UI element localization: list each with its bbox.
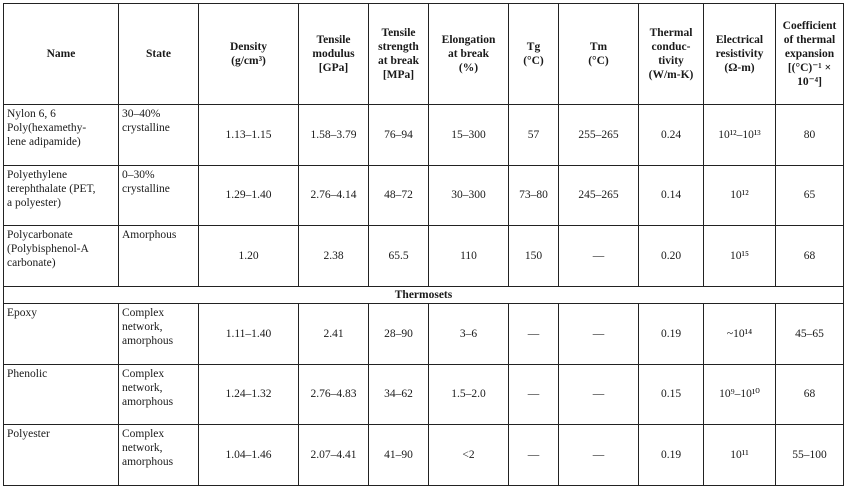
header-name: Name: [3, 3, 119, 105]
table-row: Polyester Complex network, amorphous 1.0…: [3, 424, 844, 486]
cell-density: 1.20: [198, 225, 299, 287]
cell-tensile-modulus: 1.58–3.79: [298, 104, 369, 166]
cell-thermal-expansion: 68: [775, 363, 844, 426]
cell-electrical-resistivity: ~10¹⁴: [703, 302, 776, 365]
table-row: Phenolic Complex network, amorphous 1.24…: [3, 363, 844, 426]
cell-electrical-resistivity: 10¹¹: [703, 424, 776, 486]
section-label-thermosets: Thermosets: [3, 285, 844, 304]
row-name: Epoxy: [3, 302, 119, 365]
cell-thermal-conductivity: 0.20: [638, 225, 704, 287]
cell-tensile-modulus: 2.76–4.14: [298, 164, 369, 227]
table-row: Polycarbonate (Polybisphenol-A carbonate…: [3, 225, 844, 287]
cell-tg: 150: [508, 225, 559, 287]
cell-thermal-conductivity: 0.14: [638, 164, 704, 227]
cell-tg: 73–80: [508, 164, 559, 227]
cell-thermal-conductivity: 0.24: [638, 104, 704, 166]
header-density: Density (g/cm³): [198, 3, 299, 105]
row-state: Complex network, amorphous: [118, 424, 199, 486]
header-thermal-expansion: Coefficient of thermal expansion [(°C)⁻¹…: [775, 3, 844, 105]
cell-thermal-expansion: 45–65: [775, 302, 844, 365]
cell-tg: 57: [508, 104, 559, 166]
cell-density: 1.04–1.46: [198, 424, 299, 486]
cell-thermal-expansion: 65: [775, 164, 844, 227]
cell-tm: 255–265: [558, 104, 639, 166]
header-elongation: Elongation at break (%): [428, 3, 509, 105]
table-row: Epoxy Complex network, amorphous 1.11–1.…: [3, 302, 844, 365]
row-name: Polycarbonate (Polybisphenol-A carbonate…: [3, 225, 119, 287]
cell-tensile-strength: 76–94: [368, 104, 429, 166]
cell-tg: —: [508, 302, 559, 365]
polymer-properties-table: Name State Density (g/cm³) Tensile modul…: [3, 3, 844, 486]
header-electrical-resistivity: Electrical resistivity (Ω-m): [703, 3, 776, 105]
header-tm: Tm (°C): [558, 3, 639, 105]
row-name: Polyester: [3, 424, 119, 486]
cell-density: 1.29–1.40: [198, 164, 299, 227]
cell-thermal-expansion: 80: [775, 104, 844, 166]
row-name: Nylon 6, 6 Poly(hexamethy- lene adipamid…: [3, 104, 119, 166]
section-row: Thermosets: [3, 285, 844, 304]
cell-tensile-modulus: 2.41: [298, 302, 369, 365]
row-state: 0–30% crystalline: [118, 164, 199, 227]
cell-thermal-conductivity: 0.15: [638, 363, 704, 426]
table-row: Polyethylene terephthalate (PET, a polye…: [3, 164, 844, 227]
header-state: State: [118, 3, 199, 105]
cell-tensile-strength: 41–90: [368, 424, 429, 486]
header-tensile-strength: Tensile strength at break [MPa]: [368, 3, 429, 105]
cell-tensile-modulus: 2.38: [298, 225, 369, 287]
cell-thermal-expansion: 55–100: [775, 424, 844, 486]
cell-electrical-resistivity: 10¹⁵: [703, 225, 776, 287]
cell-elongation: 110: [428, 225, 509, 287]
cell-tm: —: [558, 225, 639, 287]
cell-elongation: <2: [428, 424, 509, 486]
cell-density: 1.13–1.15: [198, 104, 299, 166]
cell-elongation: 15–300: [428, 104, 509, 166]
cell-elongation: 1.5–2.0: [428, 363, 509, 426]
cell-tg: —: [508, 424, 559, 486]
table-body: Nylon 6, 6 Poly(hexamethy- lene adipamid…: [3, 104, 844, 486]
row-state: Amorphous: [118, 225, 199, 287]
cell-tensile-modulus: 2.76–4.83: [298, 363, 369, 426]
cell-tm: 245–265: [558, 164, 639, 227]
cell-tensile-strength: 34–62: [368, 363, 429, 426]
cell-thermal-conductivity: 0.19: [638, 302, 704, 365]
row-name: Phenolic: [3, 363, 119, 426]
row-name: Polyethylene terephthalate (PET, a polye…: [3, 164, 119, 227]
cell-electrical-resistivity: 10⁹–10¹⁰: [703, 363, 776, 426]
cell-electrical-resistivity: 10¹²–10¹³: [703, 104, 776, 166]
cell-tensile-modulus: 2.07–4.41: [298, 424, 369, 486]
cell-density: 1.24–1.32: [198, 363, 299, 426]
cell-thermal-conductivity: 0.19: [638, 424, 704, 486]
cell-tm: —: [558, 302, 639, 365]
cell-elongation: 3–6: [428, 302, 509, 365]
row-state: Complex network, amorphous: [118, 302, 199, 365]
row-state: 30–40% crystalline: [118, 104, 199, 166]
header-tensile-modulus: Tensile modulus [GPa]: [298, 3, 369, 105]
cell-tensile-strength: 28–90: [368, 302, 429, 365]
cell-tm: —: [558, 424, 639, 486]
header-thermal-conductivity: Thermal conduc- tivity (W/m-K): [638, 3, 704, 105]
cell-tg: —: [508, 363, 559, 426]
cell-electrical-resistivity: 10¹²: [703, 164, 776, 227]
cell-tensile-strength: 65.5: [368, 225, 429, 287]
row-state: Complex network, amorphous: [118, 363, 199, 426]
table-row: Nylon 6, 6 Poly(hexamethy- lene adipamid…: [3, 104, 844, 166]
header-tg: Tg (°C): [508, 3, 559, 105]
cell-tm: —: [558, 363, 639, 426]
cell-density: 1.11–1.40: [198, 302, 299, 365]
cell-thermal-expansion: 68: [775, 225, 844, 287]
cell-tensile-strength: 48–72: [368, 164, 429, 227]
cell-elongation: 30–300: [428, 164, 509, 227]
document-page: Name State Density (g/cm³) Tensile modul…: [3, 3, 844, 486]
table-header: Name State Density (g/cm³) Tensile modul…: [3, 3, 844, 105]
